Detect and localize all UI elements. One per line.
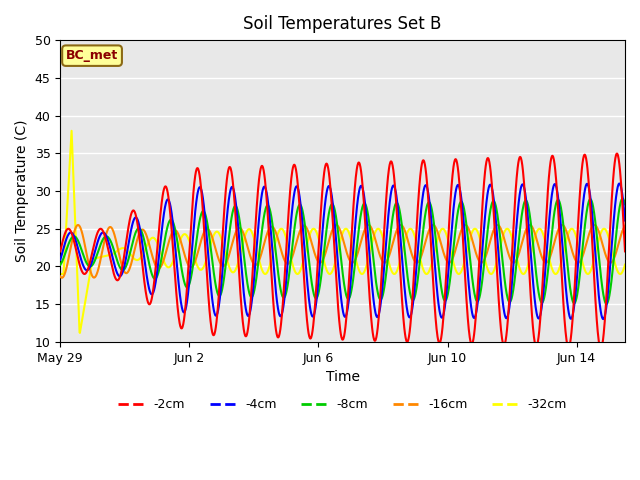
-8cm xyxy=(320,253,328,259)
-16cm xyxy=(56,274,64,279)
Line: -2cm: -2cm xyxy=(60,154,625,348)
-2cm xyxy=(613,151,621,156)
-2cm xyxy=(508,250,516,255)
-4cm xyxy=(616,180,623,186)
Legend: -2cm, -4cm, -8cm, -16cm, -32cm: -2cm, -4cm, -8cm, -16cm, -32cm xyxy=(113,394,572,417)
Line: -8cm: -8cm xyxy=(60,199,625,304)
-32cm xyxy=(509,238,516,243)
-4cm xyxy=(161,208,168,214)
-2cm xyxy=(150,277,158,283)
-4cm xyxy=(351,228,358,234)
-8cm xyxy=(602,301,610,307)
-8cm xyxy=(376,296,383,302)
-8cm xyxy=(508,294,516,300)
-4cm xyxy=(376,307,383,313)
-8cm xyxy=(351,263,358,269)
-4cm xyxy=(150,286,158,292)
Title: Soil Temperatures Set B: Soil Temperatures Set B xyxy=(243,15,442,33)
-4cm xyxy=(621,217,629,223)
-16cm xyxy=(376,254,384,260)
-2cm xyxy=(621,249,629,254)
-8cm xyxy=(56,262,64,268)
Line: -32cm: -32cm xyxy=(60,131,625,333)
-8cm xyxy=(161,240,168,245)
-4cm xyxy=(599,316,607,322)
-32cm xyxy=(376,228,384,234)
-4cm xyxy=(320,216,328,222)
X-axis label: Time: Time xyxy=(326,370,360,384)
-2cm xyxy=(351,185,358,191)
-32cm xyxy=(151,236,159,242)
-8cm xyxy=(150,276,158,281)
-4cm xyxy=(508,280,516,286)
-2cm xyxy=(597,346,605,351)
Line: -16cm: -16cm xyxy=(60,225,625,278)
-2cm xyxy=(56,249,64,254)
-16cm xyxy=(161,254,168,260)
Y-axis label: Soil Temperature (C): Soil Temperature (C) xyxy=(15,120,29,262)
-32cm xyxy=(321,259,328,265)
Text: BC_met: BC_met xyxy=(66,49,118,62)
-32cm xyxy=(56,271,64,277)
-16cm xyxy=(351,256,359,262)
-32cm xyxy=(351,255,359,261)
Line: -4cm: -4cm xyxy=(60,183,625,319)
-4cm xyxy=(56,257,64,263)
-2cm xyxy=(376,302,383,308)
-2cm xyxy=(161,185,168,191)
-16cm xyxy=(509,260,516,265)
-8cm xyxy=(619,196,627,202)
-16cm xyxy=(151,260,159,266)
-16cm xyxy=(621,223,629,229)
-32cm xyxy=(76,330,84,336)
-16cm xyxy=(58,275,66,281)
-16cm xyxy=(320,255,328,261)
-16cm xyxy=(332,222,340,228)
-32cm xyxy=(621,262,629,267)
-32cm xyxy=(161,261,169,266)
-32cm xyxy=(68,128,76,134)
-2cm xyxy=(320,175,328,181)
-8cm xyxy=(621,202,629,207)
